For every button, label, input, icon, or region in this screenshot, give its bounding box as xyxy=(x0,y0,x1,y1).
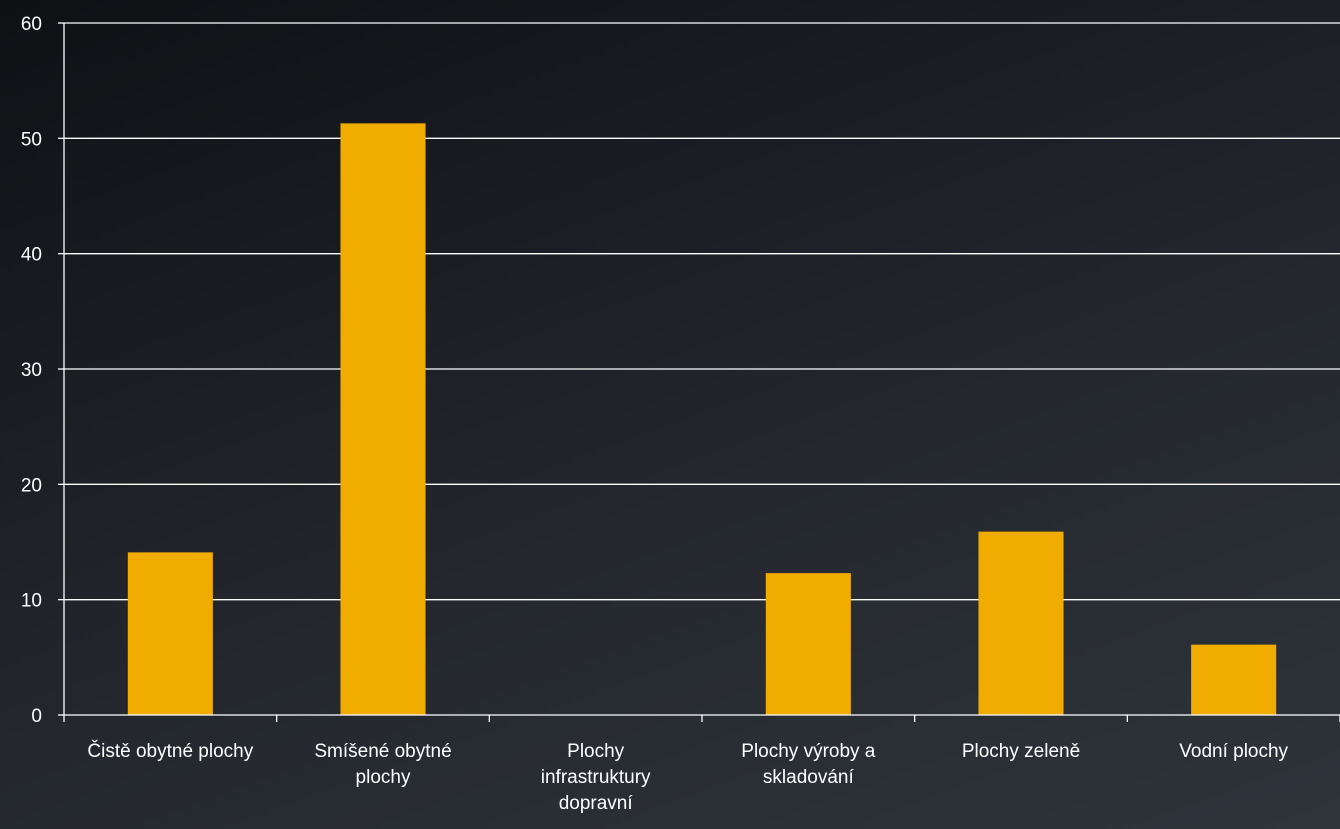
x-category-label-line: Plochy xyxy=(567,741,625,762)
axes xyxy=(58,22,1340,722)
x-category-label: Plochy výroby a skladování xyxy=(741,741,876,788)
y-tick-label: 30 xyxy=(21,360,42,381)
bar xyxy=(127,552,213,715)
x-category-label-line: Čistě obytné plochy xyxy=(87,740,253,762)
x-category-label: Čistě obytné plochy xyxy=(87,740,253,762)
x-category-label-line: Plochy výroby a xyxy=(741,741,876,762)
y-tick-labels: 0 10 20 30 40 50 60 xyxy=(21,14,42,727)
y-tick-label: 50 xyxy=(21,129,42,150)
x-category-label-line: Vodní plochy xyxy=(1179,741,1288,762)
x-category-label: Plochy zeleně xyxy=(962,741,1080,762)
y-tick-label: 20 xyxy=(21,475,42,496)
gridlines xyxy=(64,22,1340,601)
x-category-label-line: Smíšené obytné xyxy=(314,741,451,762)
bars xyxy=(127,123,1277,716)
x-category-label-line: skladování xyxy=(763,767,855,788)
x-category-label-line: plochy xyxy=(356,767,411,788)
bar xyxy=(978,531,1064,715)
bar xyxy=(340,123,426,716)
y-tick-label: 60 xyxy=(21,14,42,35)
bar xyxy=(765,573,851,715)
y-tick-label: 40 xyxy=(21,245,42,266)
y-tick-label: 10 xyxy=(21,591,42,612)
x-category-labels: Čistě obytné plochy Smíšené obytné plochy P… xyxy=(87,740,1288,814)
x-category-label: Vodní plochy xyxy=(1179,741,1288,762)
x-category-label-line: infrastruktury xyxy=(541,767,651,788)
x-category-label: Smíšené obytné plochy xyxy=(314,741,451,788)
x-category-label: Plochy infrastruktury dopravní xyxy=(541,741,651,814)
x-category-label-line: dopravní xyxy=(559,793,634,814)
y-tick-label: 0 xyxy=(31,706,42,727)
x-category-label-line: Plochy zeleně xyxy=(962,741,1080,762)
bar xyxy=(1191,644,1277,715)
